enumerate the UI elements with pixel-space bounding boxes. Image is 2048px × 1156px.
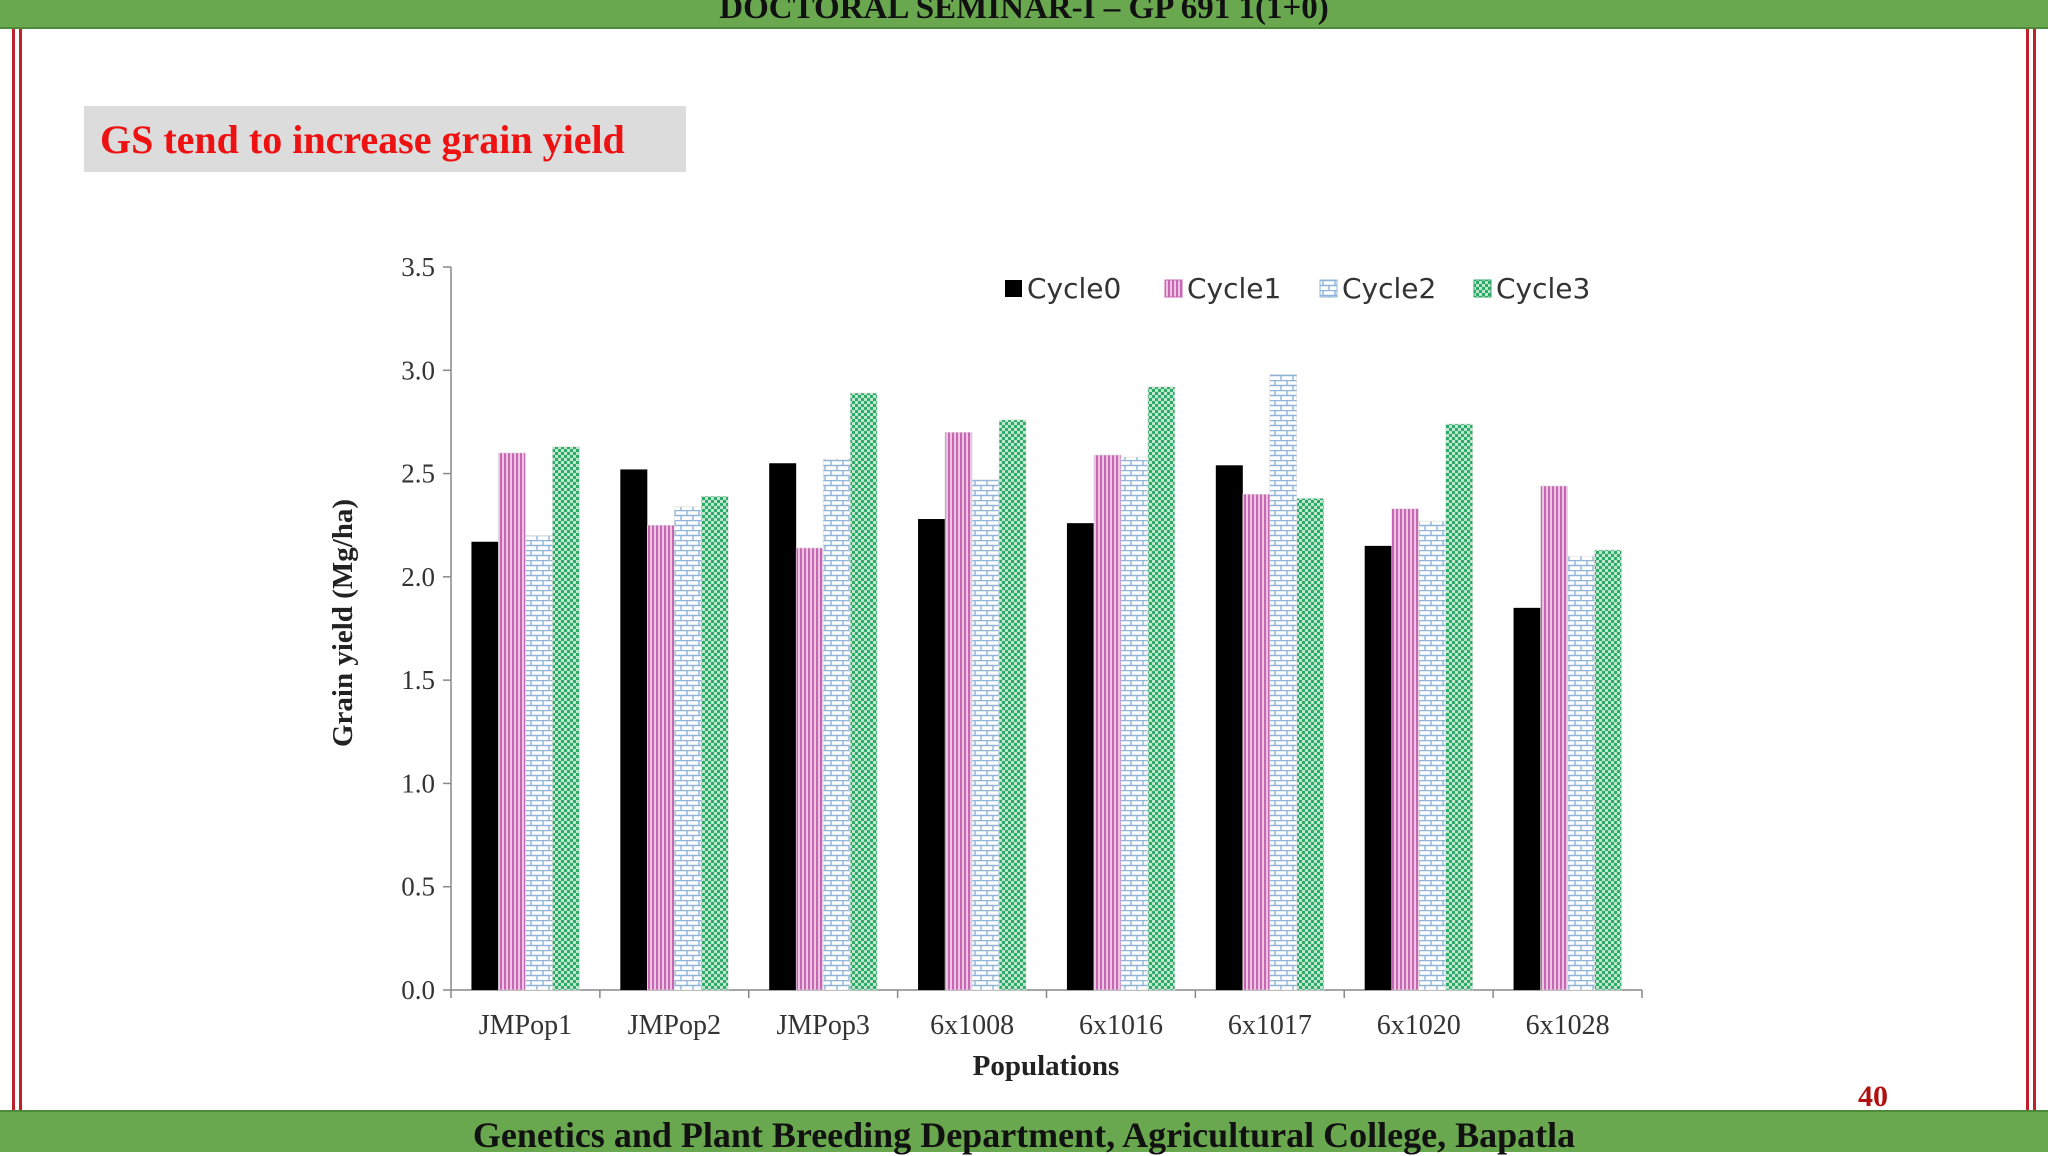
bar-cycle0-jmpop1 <box>471 541 499 990</box>
bar-cycle3-6x1017 <box>1296 498 1325 991</box>
bar-cycle2-6x1020 <box>1418 520 1446 991</box>
y-tick-label: 0.5 <box>401 872 435 902</box>
footer-bar: Genetics and Plant Breeding Department, … <box>0 1110 2048 1155</box>
bar-cycle1-6x1017 <box>1242 493 1271 991</box>
x-tick-label: 6x1028 <box>1526 1010 1610 1041</box>
left-border-inner <box>19 29 22 1110</box>
y-ticks: 0.0 0.5 1.0 1.5 2.0 2.5 3.0 3.5 <box>401 252 451 1005</box>
bar-cycle3-6x1008 <box>998 419 1027 991</box>
bar-cycle2-jmpop1 <box>525 535 553 991</box>
x-tick-label: 6x1016 <box>1079 1010 1163 1041</box>
y-tick-label: 3.0 <box>401 355 435 385</box>
bars <box>471 374 1622 991</box>
bar-cycle3-6x1016 <box>1147 386 1176 991</box>
bar-cycle0-6x1020 <box>1364 545 1392 990</box>
legend-label-cycle1: Cycle1 <box>1187 272 1281 305</box>
footer-text: Genetics and Plant Breeding Department, … <box>472 1115 1576 1155</box>
bar-cycle2-6x1028 <box>1567 555 1595 991</box>
bar-cycle2-6x1008 <box>971 479 1000 991</box>
x-tick-label: JMPop1 <box>479 1010 572 1041</box>
legend-swatch-cycle3 <box>1473 279 1492 298</box>
legend-label-cycle2: Cycle2 <box>1342 272 1436 305</box>
x-tick-label: 6x1017 <box>1228 1010 1312 1041</box>
bar-cycle0-6x1017 <box>1215 465 1243 990</box>
legend-swatch-cycle0 <box>1005 280 1022 297</box>
slide-heading: GS tend to increase grain yield <box>100 117 625 162</box>
bar-cycle1-jmpop2 <box>647 524 675 991</box>
bar-cycle2-6x1017 <box>1269 374 1298 991</box>
slide-heading-box: GS tend to increase grain yield <box>84 106 686 172</box>
y-tick-label: 3.5 <box>401 252 435 282</box>
y-tick-label: 2.5 <box>401 459 435 489</box>
bar-cycle0-jmpop3 <box>769 463 797 990</box>
legend: Cycle0 Cycle1 Cycle2 Cycle3 <box>1005 272 1590 305</box>
x-axis: JMPop1 JMPop2 JMPop3 6x1008 6x1016 6x1017 6x10… <box>450 989 1643 1041</box>
right-border-outer <box>2033 29 2036 1110</box>
bar-cycle1-6x1020 <box>1391 508 1419 991</box>
x-ticks: JMPop1 JMPop2 JMPop3 6x1008 6x1016 6x1017 6x10… <box>450 990 1643 1041</box>
x-tick-label: JMPop3 <box>777 1010 870 1041</box>
y-tick-label: 0.0 <box>401 975 435 1005</box>
bar-cycle3-jmpop1 <box>552 446 580 991</box>
header-title: DOCTORAL SEMINAR-I – GP 691 1(1+0) <box>719 0 1329 26</box>
bar-cycle0-6x1008 <box>918 519 946 990</box>
bar-cycle3-6x1020 <box>1445 423 1473 991</box>
bar-cycle2-jmpop3 <box>822 458 851 991</box>
x-tick-label: 6x1020 <box>1377 1010 1461 1041</box>
bar-cycle1-jmpop1 <box>498 452 526 991</box>
y-tick-label: 2.0 <box>401 562 435 592</box>
bar-cycle0-jmpop2 <box>620 469 648 990</box>
bar-cycle2-jmpop2 <box>674 506 702 991</box>
bar-cycle0-6x1016 <box>1066 523 1094 990</box>
legend-swatch-cycle1 <box>1164 279 1183 298</box>
bar-cycle3-jmpop2 <box>701 495 729 991</box>
bar-cycle3-jmpop3 <box>849 392 878 991</box>
y-axis: 0.0 0.5 1.0 1.5 2.0 2.5 3.0 3.5 <box>401 252 452 1005</box>
page-number: 40 <box>1858 1080 1888 1113</box>
bar-cycle1-6x1008 <box>944 431 973 991</box>
x-tick-label: 6x1008 <box>930 1010 1014 1041</box>
bar-cycle1-6x1028 <box>1540 485 1568 991</box>
legend-swatch-cycle2 <box>1319 279 1338 298</box>
x-tick-label: JMPop2 <box>628 1010 721 1041</box>
y-tick-label: 1.0 <box>401 768 435 798</box>
legend-label-cycle3: Cycle3 <box>1496 272 1590 305</box>
left-border-outer <box>12 29 15 1110</box>
y-tick-label: 1.5 <box>401 665 435 695</box>
bar-cycle3-6x1028 <box>1594 549 1622 991</box>
bar-cycle1-6x1016 <box>1093 454 1122 991</box>
legend-label-cycle0: Cycle0 <box>1027 272 1121 305</box>
grain-yield-chart: 0.00.51.01.52.02.53.03.5 JMPop1 JMPop2 JMP… <box>327 252 1643 1082</box>
x-axis-label: Populations <box>973 1050 1120 1082</box>
right-border-inner <box>2026 29 2029 1110</box>
y-axis-label: Grain yield (Mg/ha) <box>327 499 359 747</box>
bar-cycle2-6x1016 <box>1120 456 1149 991</box>
header-bar: DOCTORAL SEMINAR-I – GP 691 1(1+0) <box>0 0 2048 29</box>
bar-cycle0-6x1028 <box>1513 607 1541 990</box>
bar-cycle1-jmpop3 <box>795 547 824 991</box>
